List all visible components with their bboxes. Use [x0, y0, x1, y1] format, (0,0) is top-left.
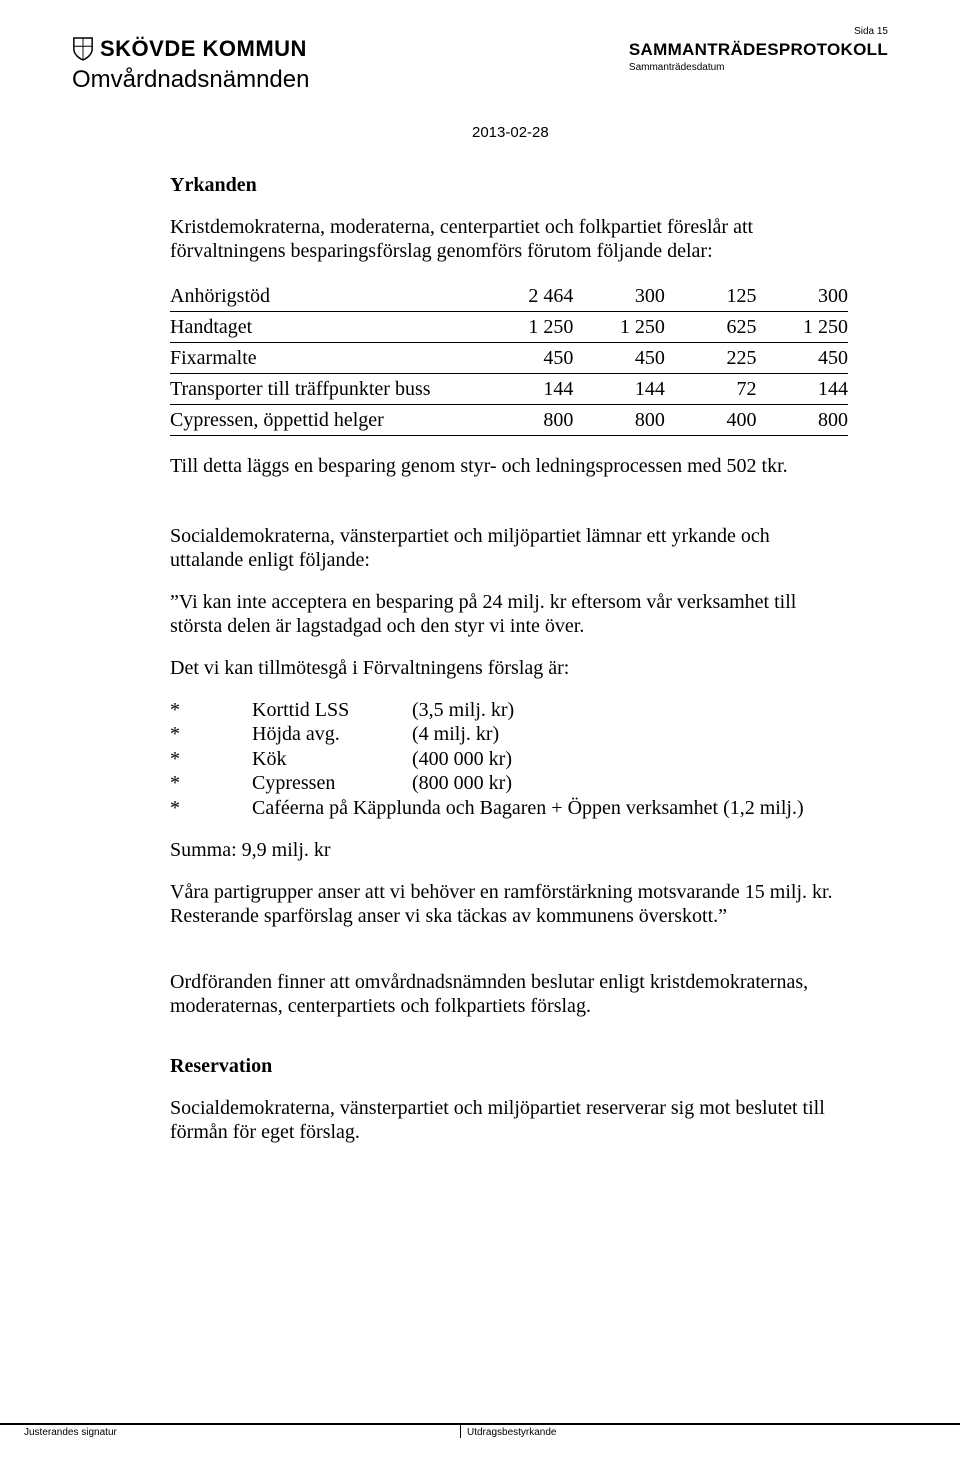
spacer [170, 1036, 848, 1054]
row-col2: 800 [573, 405, 665, 436]
row-col1: 1 250 [482, 312, 574, 343]
asterisk: * [170, 771, 194, 795]
opposition-intro: Socialdemokraterna, vänsterpartiet och m… [170, 524, 848, 572]
row-col4: 1 250 [756, 312, 848, 343]
table-row: Cypressen, öppettid helger800800400800 [170, 405, 848, 436]
document-page: Sida 15 SKÖVDE KOMMUN Omvårdnadsnämnden … [0, 0, 960, 1468]
after-table-paragraph: Till detta läggs en besparing genom styr… [170, 454, 848, 478]
chair-finding: Ordföranden finner att omvårdnadsnämnden… [170, 970, 848, 1018]
row-col3: 625 [665, 312, 757, 343]
logo: SKÖVDE KOMMUN [72, 36, 309, 62]
opposition-quote-2: Det vi kan tillmötesgå i Förvaltningens … [170, 656, 848, 680]
header-left: SKÖVDE KOMMUN Omvårdnadsnämnden [72, 36, 309, 94]
list-item: * Kök(400 000 kr) [170, 747, 848, 771]
row-col1: 450 [482, 343, 574, 374]
asterisk: * [170, 747, 194, 771]
page-header: SKÖVDE KOMMUN Omvårdnadsnämnden SAMMANTR… [72, 36, 888, 94]
list-item: * Cypressen(800 000 kr) [170, 771, 848, 795]
header-right: SAMMANTRÄDESPROTOKOLL Sammanträdesdatum [629, 36, 888, 73]
list-item: * Korttid LSS(3,5 milj. kr) [170, 698, 848, 722]
reservation-text: Socialdemokraterna, vänsterpartiet och m… [170, 1096, 848, 1144]
table-row: Transporter till träffpunkter buss144144… [170, 374, 848, 405]
row-col4: 800 [756, 405, 848, 436]
savings-table: Anhörigstöd2 464300125300Handtaget1 2501… [170, 281, 848, 436]
row-col2: 1 250 [573, 312, 665, 343]
row-col2: 450 [573, 343, 665, 374]
row-label: Handtaget [170, 312, 482, 343]
bullet-item: Cypressen [252, 771, 412, 795]
protocol-title: SAMMANTRÄDESPROTOKOLL [629, 40, 888, 60]
bullet-text: Caféerna på Käpplunda och Bagaren + Öppe… [252, 796, 804, 820]
bullet-amount: (4 milj. kr) [412, 722, 499, 746]
spacer [194, 722, 252, 746]
bullet-list: * Korttid LSS(3,5 milj. kr) * Höjda avg.(4 … [170, 698, 848, 820]
bullet-amount: (3,5 milj. kr) [412, 698, 514, 722]
heading-yrkanden: Yrkanden [170, 173, 848, 197]
spacer [194, 796, 252, 820]
row-col3: 400 [665, 405, 757, 436]
bullet-item: Höjda avg. [252, 722, 412, 746]
committee-name: Omvårdnadsnämnden [72, 66, 309, 94]
opposition-quote-1: ”Vi kan inte acceptera en besparing på 2… [170, 590, 848, 638]
spacer [194, 771, 252, 795]
table-row: Fixarmalte450450225450 [170, 343, 848, 374]
row-col4: 450 [756, 343, 848, 374]
shield-icon [72, 36, 94, 62]
spacer [170, 496, 848, 524]
row-col2: 144 [573, 374, 665, 405]
spacer [170, 946, 848, 970]
row-col2: 300 [573, 281, 665, 312]
bullet-item: Kök [252, 747, 412, 771]
row-col1: 144 [482, 374, 574, 405]
spacer [194, 747, 252, 771]
logo-text: SKÖVDE KOMMUN [100, 36, 307, 62]
row-label: Fixarmalte [170, 343, 482, 374]
meeting-date: 2013-02-28 [472, 124, 888, 141]
list-item: * Caféerna på Käpplunda och Bagaren + Öpp… [170, 796, 848, 820]
list-item: * Höjda avg.(4 milj. kr) [170, 722, 848, 746]
row-label: Transporter till träffpunkter buss [170, 374, 482, 405]
bullet-amount: (400 000 kr) [412, 747, 512, 771]
opposition-closing: Våra partigrupper anser att vi behöver e… [170, 880, 848, 928]
row-col1: 2 464 [482, 281, 574, 312]
document-body: Yrkanden Kristdemokraterna, moderaterna,… [170, 173, 848, 1144]
bullet-amount: (800 000 kr) [412, 771, 512, 795]
page-footer: Justerandes signatur Utdragsbestyrkande [0, 1423, 960, 1438]
bullet-item: Korttid LSS [252, 698, 412, 722]
intro-paragraph: Kristdemokraterna, moderaterna, centerpa… [170, 215, 848, 263]
page-number: Sida 15 [854, 26, 888, 37]
row-label: Cypressen, öppettid helger [170, 405, 482, 436]
asterisk: * [170, 698, 194, 722]
asterisk: * [170, 722, 194, 746]
row-label: Anhörigstöd [170, 281, 482, 312]
row-col1: 800 [482, 405, 574, 436]
sum-line: Summa: 9,9 milj. kr [170, 838, 848, 862]
row-col4: 300 [756, 281, 848, 312]
row-col4: 144 [756, 374, 848, 405]
protocol-subtitle: Sammanträdesdatum [629, 62, 888, 73]
row-col3: 125 [665, 281, 757, 312]
footer-right: Utdragsbestyrkande [461, 1425, 960, 1438]
table-row: Handtaget1 2501 2506251 250 [170, 312, 848, 343]
row-col3: 72 [665, 374, 757, 405]
row-col3: 225 [665, 343, 757, 374]
asterisk: * [170, 796, 194, 820]
footer-left: Justerandes signatur [18, 1425, 461, 1438]
table-row: Anhörigstöd2 464300125300 [170, 281, 848, 312]
spacer [194, 698, 252, 722]
heading-reservation: Reservation [170, 1054, 848, 1078]
